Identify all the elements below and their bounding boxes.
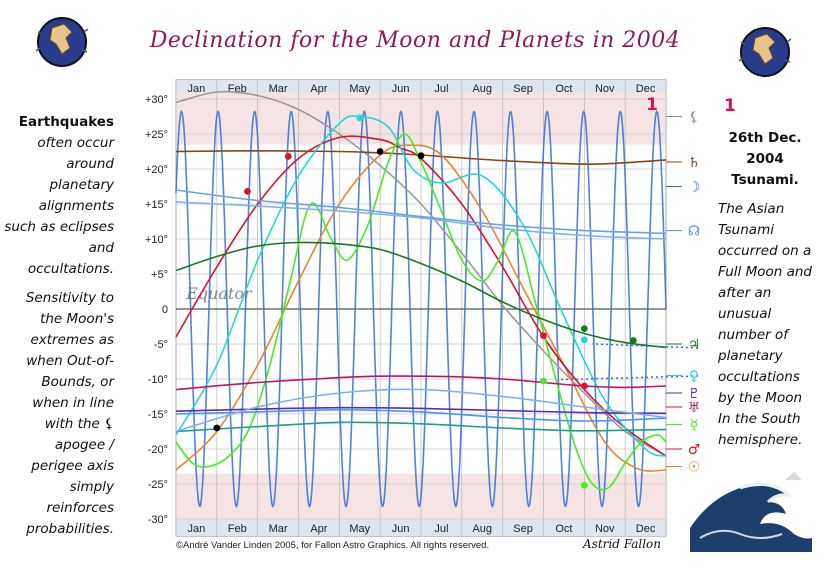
month-label-top: Aug [472,83,492,95]
conjunction-dot [629,337,637,344]
series-line-jupiter [175,241,667,349]
series-line-pluto [175,408,667,422]
series-line-node [175,189,667,235]
conjunction-dot [376,148,384,155]
series-line-ref-upper [175,201,667,240]
y-tick-label: +15° [145,199,168,211]
planet-glyph-label: ♂ [688,442,701,458]
month-label-top: Jul [434,83,448,95]
y-tick-label: -5° [154,339,168,351]
globe-icon-left [35,17,89,67]
series-line-mercury [175,133,667,491]
y-tick-label: 0 [162,304,168,316]
month-label-bottom: Jul [434,523,448,535]
series-line-ref-lower [175,388,667,433]
planet-glyph-label: ☊ [688,224,700,240]
month-label-top: Mar [269,83,288,95]
month-label-top: Jan [188,83,206,95]
month-label-bottom: Dec [636,523,656,535]
series-line-mars [175,135,667,457]
month-label-bottom: Mar [269,523,288,535]
planet-glyph-label: ☽ [688,180,701,196]
conjunction-dot [244,188,251,195]
month-label-bottom: Aug [472,523,492,535]
y-tick-label: -20° [148,444,168,456]
copyright-text: ©André Vander Linden 2005, for Fallon As… [176,540,490,551]
month-label-bottom: May [349,523,370,535]
month-label-top: Sep [513,83,533,95]
apogee-text: apogee / perigee axis simply reinforces … [26,437,114,537]
month-label-top: Dec [636,83,656,95]
month-label-top: Nov [595,83,615,95]
series-line-chiron [175,421,667,433]
equator-label: Equator [185,284,253,303]
planet-glyph-label: ♅ [688,400,701,416]
y-tick-label: +10° [145,234,168,246]
month-label-bottom: Jan [188,523,206,535]
conjunction-dot [580,482,588,489]
earthquakes-heading: Earthquakes [18,114,114,130]
occultation-arrow [557,375,699,381]
conjunction-dot [356,114,364,122]
great-wave-icon [690,472,812,552]
tsunami-text: The Asian Tsunami occurred on a Full Moo… [718,201,812,448]
conjunction-dot [580,325,588,332]
month-label-top: Apr [310,83,327,95]
marker-one-right: 1 [724,96,736,116]
lilith-glyph-icon: ⚸ [104,416,114,432]
month-label-bottom: Feb [228,523,247,535]
month-label-top: Oct [555,83,572,95]
conjunction-dot [540,332,547,339]
planet-glyph-label: ♄ [688,155,701,171]
marker-one-chart: 1 [646,95,658,115]
y-tick-label: -25° [148,479,168,491]
globe-icon-right [738,27,792,77]
conjunction-dot [540,377,547,385]
planet-glyph-label: ♃ [688,337,701,353]
tsunami-note: 26th Dec. 2004 Tsunami. The Asian Tsunam… [718,128,812,459]
y-tick-label: +5° [151,269,168,281]
planet-glyph-label: ♀ [689,369,699,385]
y-tick-label: +30° [145,94,168,106]
series-line-lilith [175,90,667,457]
month-label-top: Jun [392,83,410,95]
planet-glyph-label: ☉ [688,460,701,476]
conjunction-dot [417,152,425,160]
signature: Astrid Fallon [583,537,662,551]
moon-declination-line [175,110,667,508]
series-line-uranus [175,375,667,391]
y-tick-label: +25° [145,129,168,141]
month-label-bottom: Apr [310,523,327,535]
conjunction-dot [284,153,292,160]
y-tick-label: -30° [148,514,168,526]
y-tick-label: +20° [145,164,168,176]
planet-glyph-label: ⚸ [689,110,699,126]
page-title: Declination for the Moon and Planets in … [149,28,681,53]
series-line-venus [175,115,667,457]
month-label-bottom: Sep [513,523,533,535]
conjunction-dot [580,382,588,390]
earthquakes-text: often occur around planetary alignments … [4,135,114,277]
planet-glyph-label: ♇ [688,386,701,402]
tsunami-date: 26th Dec. 2004 Tsunami. [728,130,802,188]
earthquake-note: Earthquakes often occur around planetary… [4,112,114,548]
month-label-top: May [349,83,370,95]
month-label-bottom: Nov [595,523,615,535]
series-line-sun [175,144,667,472]
y-tick-label: -10° [148,374,168,386]
planet-glyph-label: ☿ [690,418,699,434]
month-label-bottom: Jun [392,523,410,535]
y-tick-label: -15° [148,409,168,421]
conjunction-dot [213,424,221,432]
sensitivity-text: Sensitivity to the Moon's extremes as wh… [25,290,114,432]
month-label-bottom: Oct [555,523,572,535]
conjunction-dot [580,336,588,344]
series-line-neptune [175,406,667,415]
